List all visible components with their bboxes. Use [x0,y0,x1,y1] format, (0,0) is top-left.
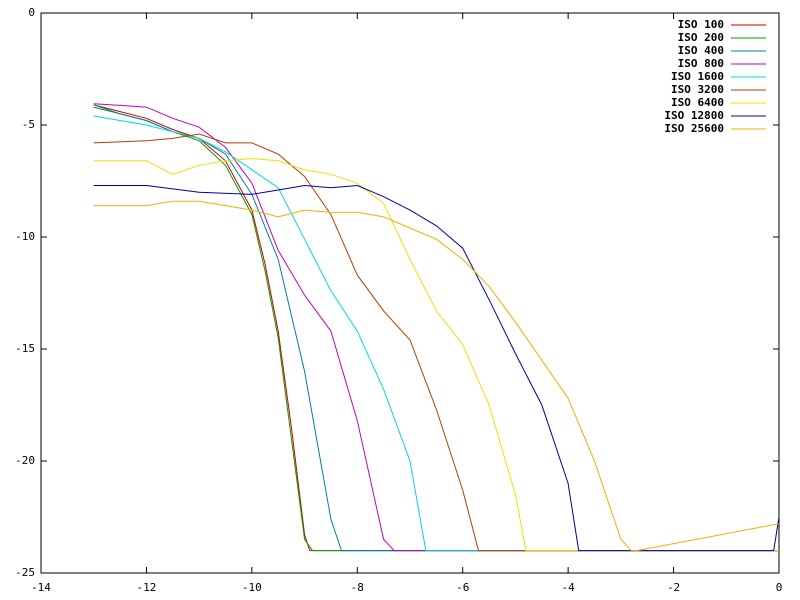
x-tick-label: -2 [667,581,680,594]
x-tick-label: -4 [562,581,576,594]
y-tick-label: -10 [15,230,35,243]
plot-border [40,12,780,574]
series-line [93,106,779,552]
legend-label: ISO 3200 [671,83,724,96]
x-tick-label: -14 [31,581,51,594]
x-tick-label: -8 [351,581,364,594]
y-tick-label: -20 [15,454,35,467]
x-tick-label: 0 [776,581,783,594]
y-tick-label: 0 [28,6,35,19]
series-line [93,184,780,552]
legend-label: ISO 100 [678,18,724,31]
series-line [93,115,779,552]
x-tick-label: -12 [136,581,156,594]
legend-label: ISO 1600 [671,70,724,83]
legend-label: ISO 12800 [664,109,724,122]
series-line [93,133,779,552]
y-tick-label: -15 [15,342,35,355]
series-line [93,104,779,552]
legend-label: ISO 400 [678,44,724,57]
y-tick-label: -5 [22,118,35,131]
series-line [93,104,779,552]
legend-label: ISO 200 [678,31,724,44]
x-tick-label: -10 [242,581,262,594]
legend-label: ISO 6400 [671,96,724,109]
legend-label: ISO 800 [678,57,724,70]
x-tick-label: -6 [456,581,469,594]
series-line [93,158,779,552]
series-line [93,200,780,552]
series-line [93,103,779,552]
y-tick-label: -25 [15,566,35,579]
legend-label: ISO 25600 [664,122,724,135]
